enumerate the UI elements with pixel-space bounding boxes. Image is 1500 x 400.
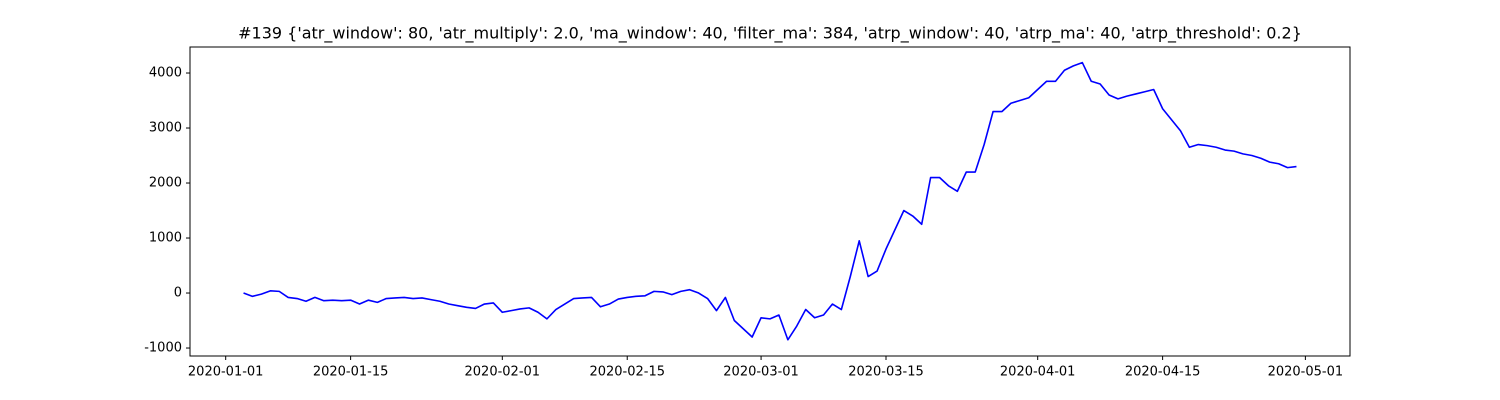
- chart-title: #139 {'atr_window': 80, 'atr_multiply': …: [238, 24, 1302, 44]
- x-tick-label: 2020-01-01: [188, 365, 264, 380]
- y-tick-label: -1000: [144, 341, 182, 356]
- y-tick-label: 2000: [149, 176, 182, 191]
- x-tick-label: 2020-05-01: [1268, 365, 1344, 380]
- plot-frame: [189, 46, 1351, 357]
- x-tick-label: 2020-03-15: [848, 365, 924, 380]
- x-tick-label: 2020-03-01: [723, 365, 799, 380]
- x-tick-label: 2020-02-01: [465, 365, 541, 380]
- y-tick-label: 0: [174, 286, 182, 301]
- y-tick-label: 1000: [149, 231, 182, 246]
- y-tick-label: 3000: [149, 121, 182, 136]
- x-tick-label: 2020-01-15: [313, 365, 389, 380]
- x-tick-label: 2020-04-01: [1000, 365, 1076, 380]
- x-tick-label: 2020-02-15: [589, 365, 665, 380]
- line-series: [243, 61, 1297, 341]
- x-tick-label: 2020-04-15: [1125, 365, 1201, 380]
- y-tick-label: 4000: [149, 66, 182, 81]
